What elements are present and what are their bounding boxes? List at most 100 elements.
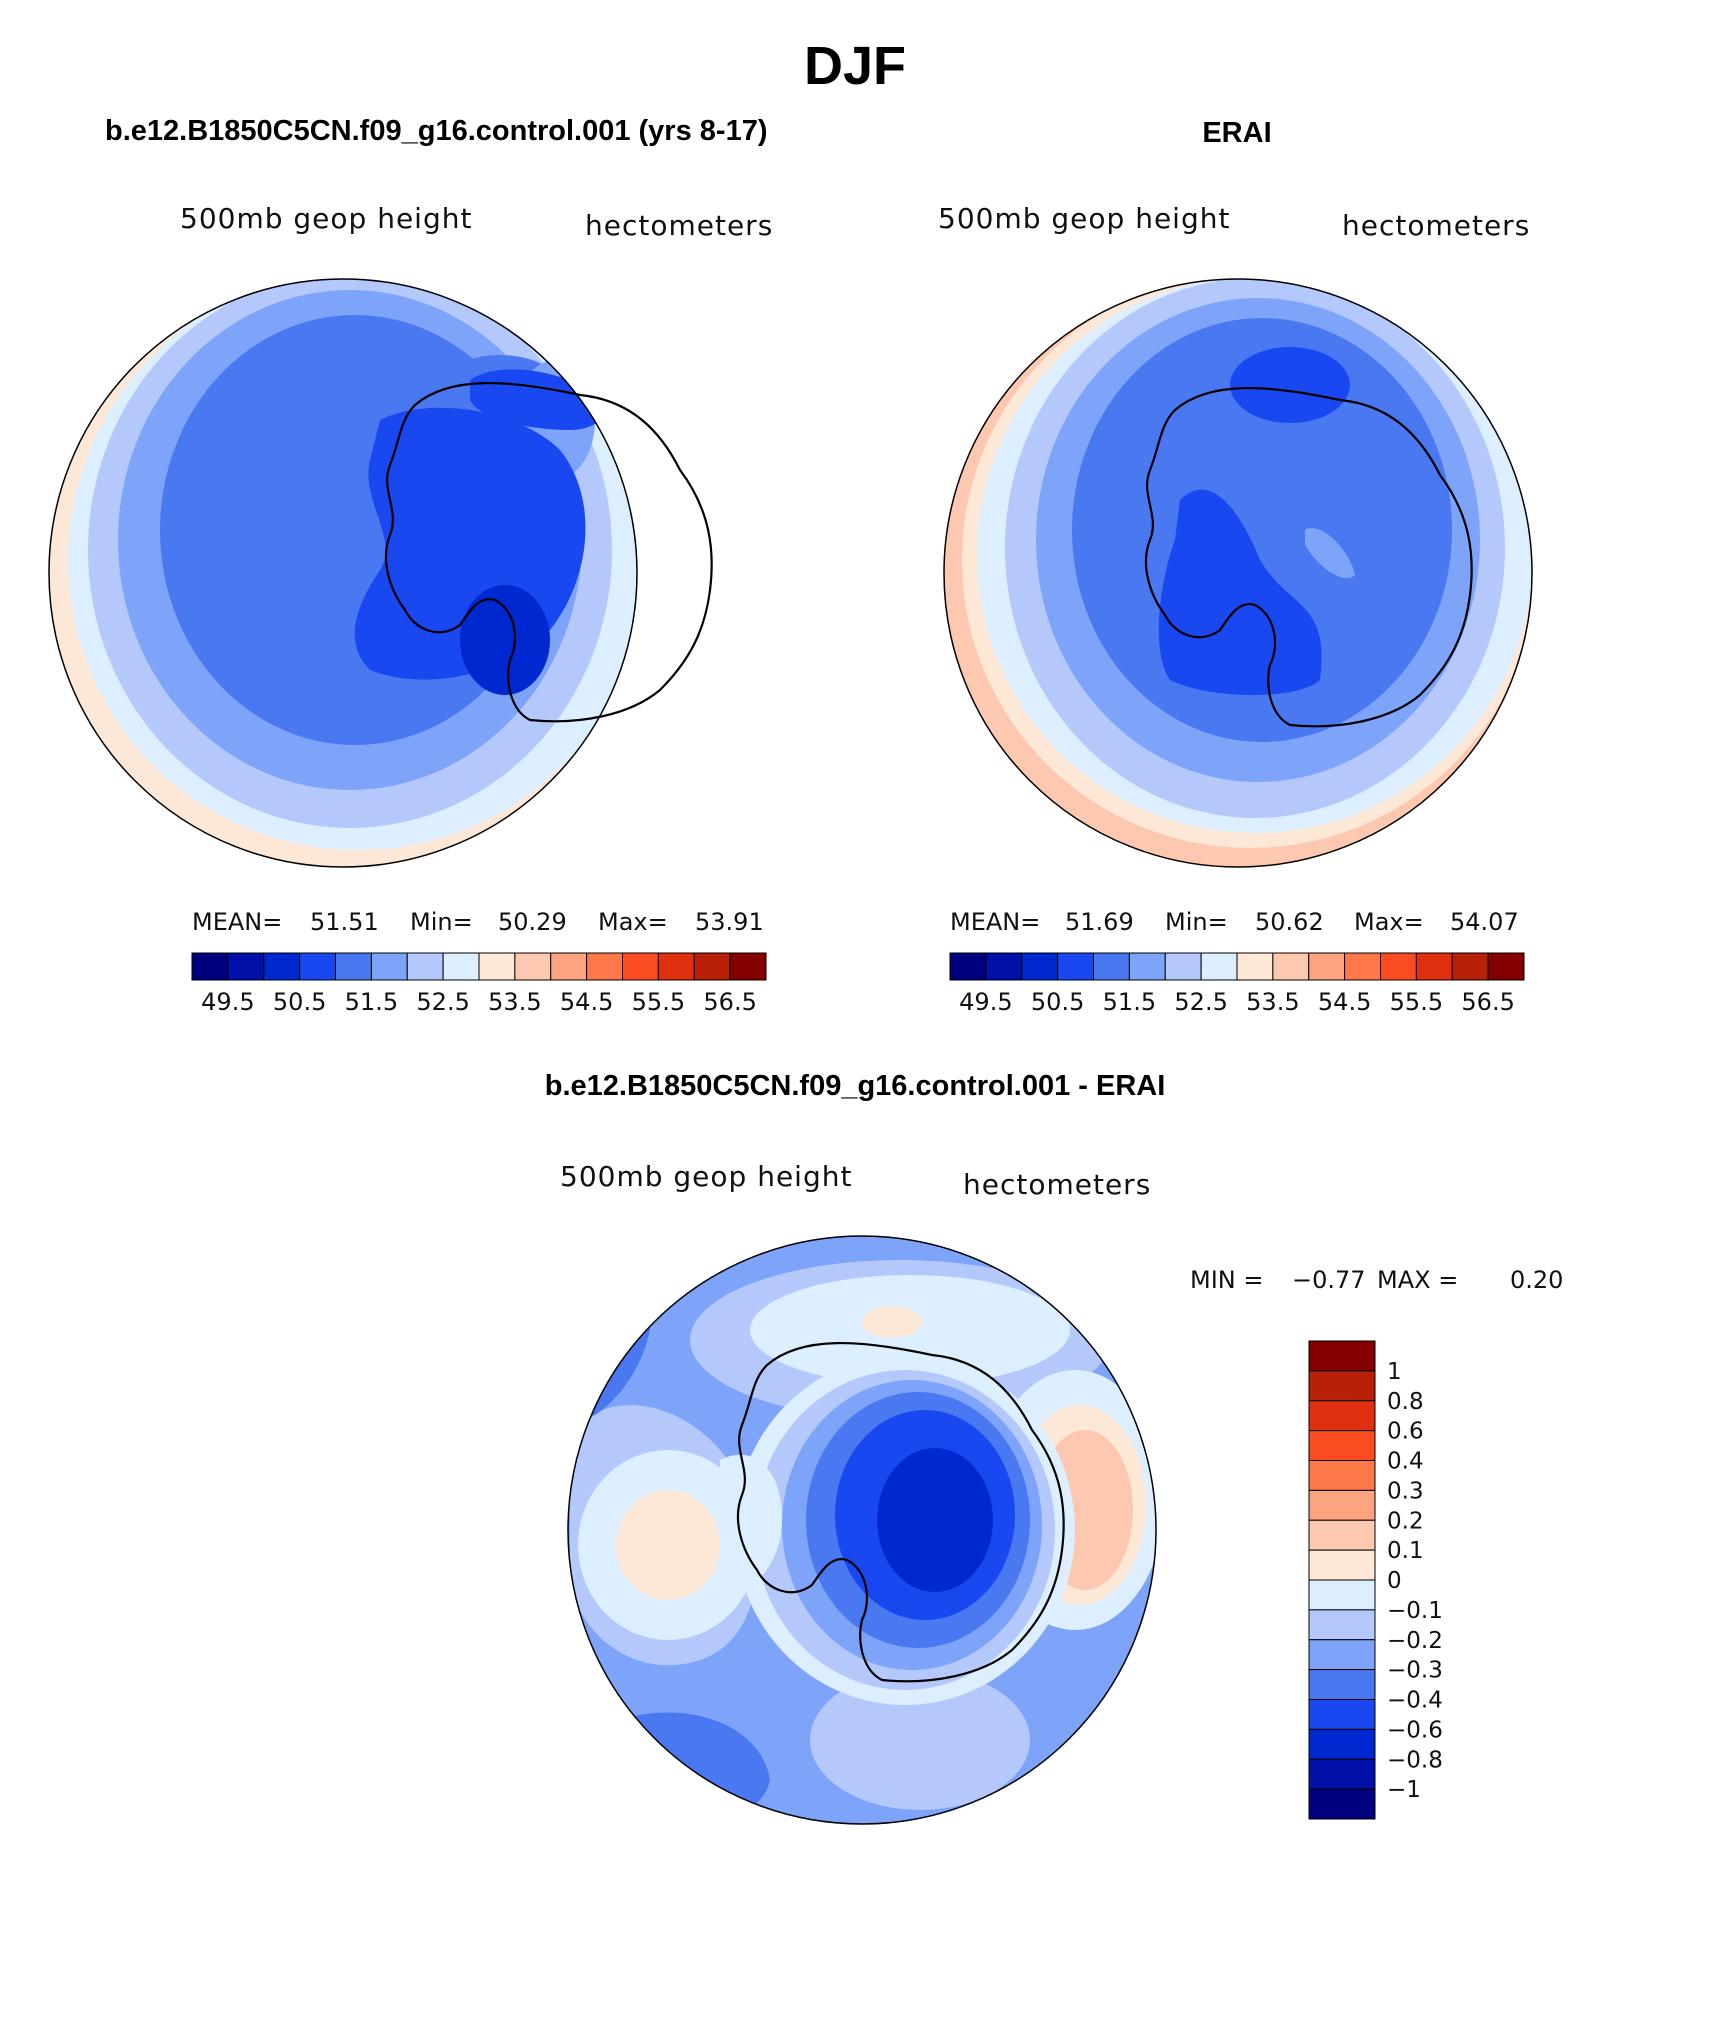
colorbar-diff-label: 0.4: [1387, 1449, 1424, 1475]
panel-model-variable: 500mb geop height: [180, 202, 472, 235]
stat-max-label: Max=: [598, 908, 668, 936]
colorbar-diff-label: −0.8: [1387, 1747, 1443, 1773]
colorbar-model-swatch: [478, 952, 516, 981]
colorbar-diff-label: 1: [1387, 1359, 1402, 1385]
colorbar-model-label: 49.5: [201, 988, 254, 1016]
colorbar-diff-swatch: [1308, 1639, 1376, 1671]
colorbar-obs-label: 54.5: [1318, 988, 1371, 1016]
colorbar-diff-label: 0.2: [1387, 1508, 1424, 1534]
colorbar-obs-label: 55.5: [1390, 988, 1443, 1016]
colorbar-diff-swatch: [1308, 1460, 1376, 1491]
stat-max-value: 54.07: [1450, 908, 1519, 936]
stat-min-value: 50.29: [498, 908, 567, 936]
colorbar-diff-swatch: [1308, 1489, 1376, 1521]
panel-obs: ERAI 500mb geop height hectometers MEAN=…: [938, 117, 1533, 1016]
panel-diff-heading: b.e12.B1850C5CN.f09_g16.control.001 - ER…: [545, 1070, 1166, 1102]
map-model-border: [48, 278, 638, 868]
panel-obs-heading: ERAI: [1202, 117, 1271, 149]
map-diff: [568, 1236, 1156, 1824]
colorbar-model-swatch: [693, 952, 731, 981]
stat-mean-label: MEAN=: [950, 908, 1040, 936]
colorbar-diff-label: −0.3: [1387, 1658, 1443, 1684]
colorbar-obs-swatch: [1021, 952, 1059, 981]
stat-min-label: Min=: [1165, 908, 1228, 936]
stat-min-label: Min=: [410, 908, 473, 936]
colorbar-model-swatch: [586, 952, 623, 981]
stat-mean-label: MEAN=: [192, 908, 282, 936]
colorbar-model: 49.5 50.5 51.5 52.5 53.5 54.5 55.5 56.5: [191, 952, 767, 1016]
colorbar-diff-swatch: [1308, 1430, 1376, 1461]
stat-mean-value: 51.69: [1065, 908, 1134, 936]
panel-obs-variable: 500mb geop height: [938, 202, 1230, 235]
colorbar-obs-label: 49.5: [959, 988, 1012, 1016]
colorbar-obs-label: 50.5: [1031, 988, 1084, 1016]
colorbar-obs-label: 51.5: [1103, 988, 1156, 1016]
colorbar-obs-swatch: [1057, 952, 1094, 981]
colorbar-model-swatch: [550, 952, 588, 981]
colorbar-diff-label: −0.6: [1387, 1717, 1443, 1743]
colorbar-diff-swatch: [1308, 1340, 1376, 1372]
colorbar-model-swatch: [335, 952, 372, 981]
colorbar-obs-swatch: [1200, 952, 1238, 981]
colorbar-diff-label: 0.8: [1387, 1389, 1424, 1415]
stat-max-label: Max=: [1354, 908, 1424, 936]
colorbar-obs-swatch: [1272, 952, 1310, 981]
colorbar-diff-swatch: [1308, 1669, 1376, 1700]
colorbar-obs-swatch: [1128, 952, 1166, 981]
colorbar-diff-swatch: [1308, 1728, 1376, 1760]
colorbar-model-swatch: [729, 952, 767, 981]
colorbar-diff: 1 0.8 0.6 0.4 0.3 0.2 0.1 0 −0.1 −0.2 −0.3 −0.4 −0.6…: [1308, 1340, 1443, 1820]
panel-model: b.e12.B1850C5CN.f09_g16.control.001 (yrs…: [48, 115, 773, 1016]
panel-model-units: hectometers: [585, 209, 773, 242]
colorbar-diff-swatch: [1308, 1579, 1376, 1611]
colorbar-model-swatch: [406, 952, 444, 981]
colorbar-model-swatch: [227, 952, 265, 981]
stat-max-value: 53.91: [695, 908, 764, 936]
colorbar-diff-swatch: [1308, 1549, 1376, 1581]
colorbar-model-swatch: [370, 952, 408, 981]
colorbar-diff-label: −0.4: [1387, 1688, 1443, 1714]
colorbar-diff-swatch: [1308, 1788, 1376, 1820]
colorbar-model-label: 51.5: [345, 988, 398, 1016]
figure-title: DJF: [804, 36, 906, 96]
map-diff-border: [567, 1235, 1157, 1825]
colorbar-diff-swatch: [1308, 1400, 1376, 1432]
map-obs: [944, 279, 1532, 867]
colorbar-obs: 49.5 50.5 51.5 52.5 53.5 54.5 55.5 56.5: [949, 952, 1525, 1016]
colorbar-obs-swatch: [1344, 952, 1381, 981]
colorbar-obs-swatch: [949, 952, 987, 981]
colorbar-model-swatch: [657, 952, 695, 981]
colorbar-diff-label: 0: [1387, 1568, 1402, 1594]
colorbar-diff-swatch: [1308, 1609, 1376, 1641]
colorbar-obs-swatch: [1415, 952, 1453, 981]
colorbar-obs-swatch: [1236, 952, 1274, 981]
colorbar-obs-swatch: [1451, 952, 1489, 981]
colorbar-obs-swatch: [1093, 952, 1130, 981]
colorbar-model-label: 50.5: [273, 988, 326, 1016]
colorbar-model-swatch: [263, 952, 301, 981]
colorbar-diff-label: −1: [1387, 1777, 1421, 1803]
colorbar-diff-label: 0.1: [1387, 1538, 1424, 1564]
panel-obs-units: hectometers: [1342, 209, 1530, 242]
colorbar-diff-swatch: [1308, 1699, 1376, 1730]
panel-diff-units: hectometers: [963, 1168, 1151, 1201]
colorbar-diff-label: −0.2: [1387, 1628, 1443, 1654]
colorbar-diff-label: −0.1: [1387, 1598, 1443, 1624]
colorbar-model-swatch: [191, 952, 229, 981]
colorbar-diff-swatch: [1308, 1758, 1376, 1790]
colorbar-obs-label: 53.5: [1246, 988, 1299, 1016]
stat-min-label: MIN =: [1190, 1266, 1263, 1294]
colorbar-obs-label: 52.5: [1174, 988, 1227, 1016]
stat-min-value: −0.77: [1292, 1266, 1366, 1294]
colorbar-obs-swatch: [1487, 952, 1525, 981]
colorbar-model-label: 53.5: [488, 988, 541, 1016]
colorbar-model-swatch: [622, 952, 659, 981]
colorbar-obs-swatch: [1308, 952, 1346, 981]
panel-diff-variable: 500mb geop height: [560, 1160, 852, 1193]
colorbar-obs-swatch: [985, 952, 1023, 981]
map-obs-border: [943, 278, 1533, 868]
colorbar-model-swatch: [442, 952, 480, 981]
stats-obs: MEAN= 51.69 Min= 50.62 Max= 54.07: [950, 908, 1519, 936]
colorbar-model-label: 54.5: [560, 988, 613, 1016]
colorbar-model-label: 56.5: [703, 988, 756, 1016]
